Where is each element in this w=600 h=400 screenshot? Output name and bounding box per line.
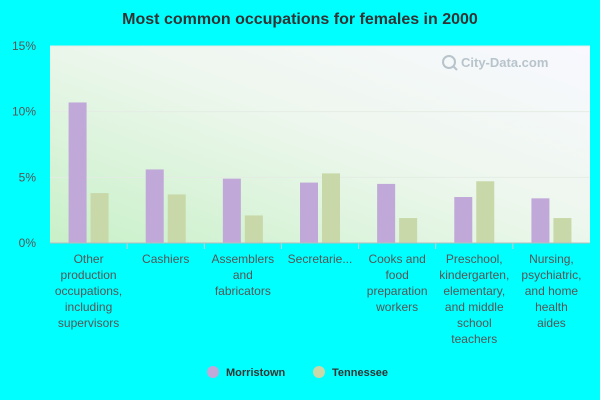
watermark: City-Data.com [442, 55, 548, 71]
bar-morristown[interactable] [454, 197, 473, 243]
bars [68, 102, 572, 244]
bar-morristown[interactable] [68, 102, 87, 244]
search-icon-handle [452, 65, 458, 71]
bar-tennessee[interactable] [167, 194, 186, 243]
bar-tennessee[interactable] [399, 218, 418, 243]
y-axis: 0% 5% 10% 15% [12, 39, 36, 250]
bar-morristown[interactable] [377, 183, 396, 243]
bar-tennessee[interactable] [476, 181, 495, 243]
legend-label-morristown: Morristown [226, 367, 286, 379]
bar-tennessee[interactable] [553, 218, 572, 243]
search-icon [442, 55, 456, 69]
x-tick-label: Cooks and food preparation workers [367, 252, 428, 314]
legend-swatch-morristown [207, 366, 219, 378]
x-tick-label: Preschool, kindergarten, elementary, and mi… [439, 252, 509, 346]
x-tick-label: Assemblers and fabricators [212, 252, 275, 298]
grid [50, 45, 590, 178]
x-tick-label: Nursing, psychiatric, and home health aides [521, 252, 581, 330]
bar-morristown[interactable] [222, 178, 241, 243]
x-tick-label: Secretarie... [288, 252, 353, 266]
y-tick-label: 5% [19, 170, 37, 184]
plot-area [50, 46, 590, 243]
bar-tennessee[interactable] [322, 173, 340, 243]
bar-tennessee[interactable] [244, 215, 263, 243]
bar-morristown[interactable] [531, 198, 550, 243]
chart-title: Most common occupations for females in 2… [122, 11, 478, 28]
bar-morristown[interactable] [300, 182, 318, 243]
legend-swatch-tennessee [313, 366, 325, 378]
y-tick-label: 10% [12, 105, 36, 119]
y-tick-label: 0% [19, 236, 37, 250]
legend: Morristown Tennessee [207, 366, 388, 379]
bar-tennessee[interactable] [90, 193, 109, 243]
legend-label-tennessee: Tennessee [332, 367, 388, 379]
y-tick-label: 15% [12, 39, 36, 53]
bar-morristown[interactable] [145, 169, 164, 243]
x-axis: Other production occupations, including supe… [55, 243, 581, 346]
x-tick-label: Other production occupations, including supe… [55, 252, 122, 330]
watermark-text: City-Data.com [461, 55, 548, 70]
x-tick-label: Cashiers [142, 252, 189, 266]
